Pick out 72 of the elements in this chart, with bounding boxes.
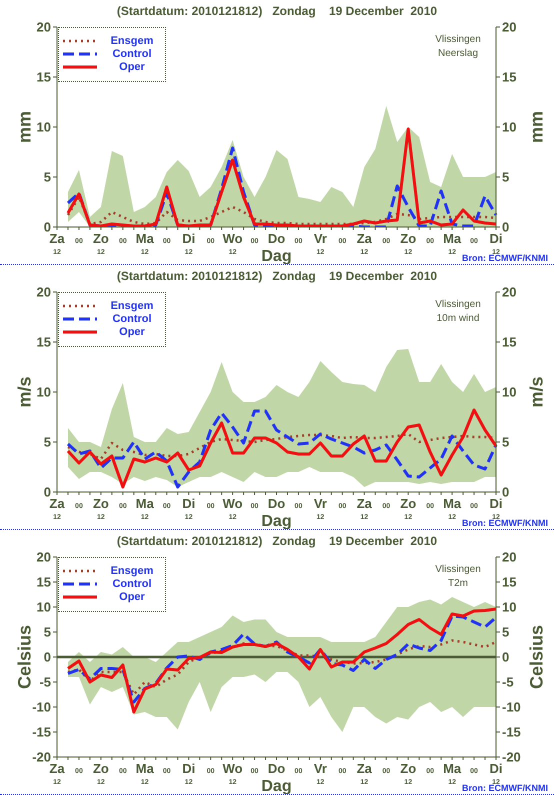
y-tick-label: 5 xyxy=(44,434,51,450)
chart-title: (Startdatum: 2010121812) Zondag 19 December 2010 xyxy=(116,534,438,548)
y2-tick-label: 0 xyxy=(502,650,510,665)
annotation: Vlissingen xyxy=(434,563,482,577)
y2-tick-label: 10 xyxy=(502,120,516,135)
y-tick-label: -15 xyxy=(32,724,51,740)
text: Bron: ECMWF/KNMI xyxy=(462,253,548,263)
y2-tick-label: 15 xyxy=(502,574,516,590)
y-tick-label: -20 xyxy=(32,750,51,765)
legend-label: Control xyxy=(111,48,153,60)
y-tick-label: 20 xyxy=(36,550,51,565)
text: Bron: ECMWF/KNMI xyxy=(462,518,548,528)
y-axis-title: Celsius xyxy=(14,624,34,690)
y-tick-label: -10 xyxy=(32,700,51,715)
y2-tick-label: -10 xyxy=(502,700,521,715)
y2-tick-label: 5 xyxy=(502,624,510,640)
y2-tick-label: 5 xyxy=(502,434,510,450)
y2-tick-label: -20 xyxy=(502,750,521,765)
y2-axis-title: Celsius xyxy=(526,624,546,690)
y2-tick-label: 20 xyxy=(502,550,516,565)
line-series xyxy=(66,614,498,704)
y2-tick-label: 10 xyxy=(502,600,516,615)
annotation: Vlissingen xyxy=(434,298,482,312)
y-tick-label: 20 xyxy=(36,20,51,35)
y2-tick-label: 15 xyxy=(502,70,516,85)
text: Bron: ECMWF/KNMI xyxy=(462,783,548,793)
x-tick-label: Do xyxy=(268,496,286,511)
y2-tick-label: 20 xyxy=(502,20,516,35)
legend-label: Ensgem xyxy=(110,34,154,46)
y-tick-label: 5 xyxy=(44,170,51,185)
line-series xyxy=(66,608,498,714)
y2-tick-label: 15 xyxy=(502,334,516,350)
y-tick-label: 15 xyxy=(36,334,51,350)
y-tick-label: 15 xyxy=(36,70,51,85)
legend-label: Oper xyxy=(118,60,146,72)
annotation: Neerslag xyxy=(436,47,480,61)
annotation: T2m xyxy=(447,577,469,591)
y-tick-label: 0 xyxy=(44,650,51,665)
y-axis-title: mm xyxy=(14,110,34,144)
x-tick-label: Do xyxy=(268,761,286,776)
legend-label: Control xyxy=(111,312,153,324)
chart-title: (Startdatum: 2010121812) Zondag 19 December 2010 xyxy=(116,269,438,283)
y-tick-label: 0 xyxy=(44,484,51,500)
x-tick-label: Do xyxy=(268,231,286,246)
y2-tick-label: 20 xyxy=(502,284,516,300)
y-tick-label: 10 xyxy=(36,600,51,615)
annotation: 10m wind xyxy=(436,312,480,326)
legend-label: Oper xyxy=(118,590,146,602)
y2-tick-label: 0 xyxy=(502,484,510,500)
y-tick-label: -5 xyxy=(39,674,51,690)
y2-tick-label: 10 xyxy=(502,384,516,400)
y2-tick-label: -5 xyxy=(502,674,514,690)
y2-axis-title: mm xyxy=(526,110,546,144)
y-tick-label: 0 xyxy=(44,220,51,235)
y2-tick-label: -15 xyxy=(502,724,521,740)
y-tick-label: 10 xyxy=(36,120,51,135)
y-tick-label: 5 xyxy=(44,624,51,640)
legend-label: Ensgem xyxy=(110,300,154,312)
line-series xyxy=(66,639,498,696)
y2-axis-title: m/s xyxy=(526,376,546,408)
line-series xyxy=(66,128,498,227)
y-tick-label: 15 xyxy=(36,574,51,590)
y2-tick-label: 0 xyxy=(502,220,510,235)
chart-title: (Startdatum: 2010121812) Zondag 19 December 2010 xyxy=(116,4,438,18)
y-tick-label: 20 xyxy=(36,284,51,300)
legend-label: Oper xyxy=(118,326,146,338)
legend-label: Control xyxy=(111,578,153,590)
y-tick-label: 10 xyxy=(36,384,51,400)
annotation: Vlissingen xyxy=(434,33,482,47)
y-axis-title: m/s xyxy=(14,376,34,408)
y2-tick-label: 5 xyxy=(502,170,510,185)
legend-label: Ensgem xyxy=(110,564,154,576)
